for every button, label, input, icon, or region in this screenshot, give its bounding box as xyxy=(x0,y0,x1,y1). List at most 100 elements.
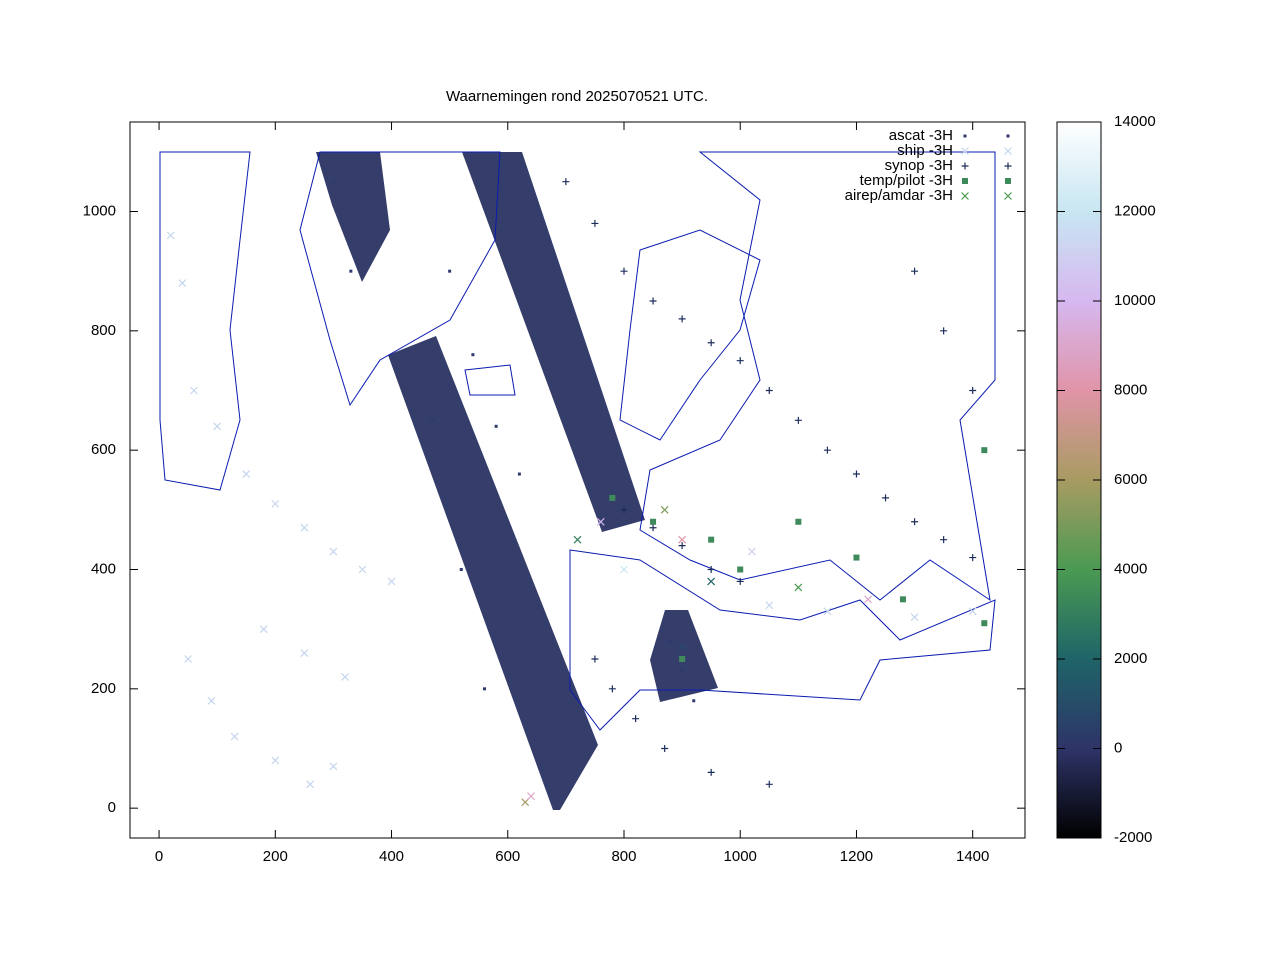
point xyxy=(852,470,860,478)
point xyxy=(242,470,251,478)
point xyxy=(190,386,198,395)
point xyxy=(329,762,338,771)
point xyxy=(668,639,672,643)
coastline xyxy=(299,151,501,407)
point xyxy=(765,387,773,394)
colorbar-tick-label: 6000 xyxy=(1114,471,1147,488)
colorbar-tick-label: 2000 xyxy=(1114,650,1147,667)
point xyxy=(471,353,475,357)
legend-marker xyxy=(963,134,967,138)
y-tick-label: 400 xyxy=(91,560,116,577)
point xyxy=(649,524,657,532)
ascat-swath xyxy=(316,152,390,282)
point xyxy=(620,565,628,574)
point xyxy=(573,535,582,544)
point xyxy=(271,499,280,508)
y-tick-label: 800 xyxy=(91,322,116,339)
legend-marker xyxy=(961,147,969,155)
x-tick-label: 200 xyxy=(263,848,288,865)
point xyxy=(259,625,268,634)
ascat-swath xyxy=(388,336,598,810)
x-tick-label: 400 xyxy=(379,848,404,865)
point xyxy=(940,327,948,335)
point xyxy=(707,768,715,776)
point xyxy=(737,566,744,573)
legend-marker xyxy=(1004,192,1012,200)
point xyxy=(609,494,616,501)
point xyxy=(678,542,686,550)
legend-marker xyxy=(1004,147,1012,155)
point xyxy=(213,422,222,431)
point xyxy=(430,418,434,422)
point xyxy=(882,494,890,502)
legend-marker xyxy=(962,178,968,184)
point xyxy=(358,565,367,574)
point xyxy=(448,269,452,273)
coastline xyxy=(464,364,516,396)
point xyxy=(300,523,309,532)
point xyxy=(660,505,669,514)
point xyxy=(679,656,686,662)
legend-label: ascat -3H xyxy=(889,127,953,144)
point xyxy=(765,780,773,788)
point xyxy=(708,536,715,543)
colorbar-tick-label: -2000 xyxy=(1114,829,1152,846)
point xyxy=(680,669,684,673)
point xyxy=(795,518,802,525)
point xyxy=(620,506,628,514)
point xyxy=(591,655,599,663)
point xyxy=(207,696,216,705)
point xyxy=(969,387,977,394)
point xyxy=(632,715,640,723)
point xyxy=(910,613,919,622)
point xyxy=(823,446,831,454)
point xyxy=(271,756,280,765)
point xyxy=(692,699,696,703)
y-tick-label: 0 xyxy=(108,799,116,816)
point xyxy=(494,424,498,428)
point xyxy=(649,297,657,305)
colorbar-tick-label: 10000 xyxy=(1114,292,1156,309)
point xyxy=(678,315,686,323)
point xyxy=(650,518,657,525)
legend-label: ship -3H xyxy=(897,142,953,159)
legend-label: airep/amdar -3H xyxy=(845,187,953,204)
point xyxy=(911,267,919,275)
y-tick-label: 200 xyxy=(91,680,116,697)
point xyxy=(596,517,605,526)
point xyxy=(178,279,187,288)
point xyxy=(940,536,948,544)
point xyxy=(981,447,988,454)
point xyxy=(899,596,906,603)
coastline xyxy=(569,549,996,731)
point xyxy=(853,554,860,561)
point xyxy=(329,547,338,556)
point xyxy=(864,595,873,604)
point xyxy=(591,219,599,227)
coastline xyxy=(619,229,761,441)
point xyxy=(230,732,239,741)
point xyxy=(981,620,988,627)
colorbar-tick-label: 12000 xyxy=(1114,202,1156,219)
x-tick-label: 1000 xyxy=(724,848,757,865)
point xyxy=(349,269,353,273)
point xyxy=(184,655,193,663)
point xyxy=(794,416,802,424)
point xyxy=(620,267,628,275)
point xyxy=(707,577,716,586)
point xyxy=(521,798,530,807)
point xyxy=(166,231,175,240)
point xyxy=(969,554,977,562)
point xyxy=(331,180,335,184)
x-tick-label: 0 xyxy=(155,848,163,865)
legend-label: temp/pilot -3H xyxy=(860,172,953,189)
point xyxy=(483,687,487,691)
point xyxy=(459,568,463,571)
point xyxy=(678,535,687,544)
colorbar-tick-label: 14000 xyxy=(1114,113,1156,130)
chart-title: Waarnemingen rond 2025070521 UTC. xyxy=(446,88,708,105)
point xyxy=(300,649,309,657)
point xyxy=(678,643,687,651)
y-tick-label: 600 xyxy=(91,441,116,458)
